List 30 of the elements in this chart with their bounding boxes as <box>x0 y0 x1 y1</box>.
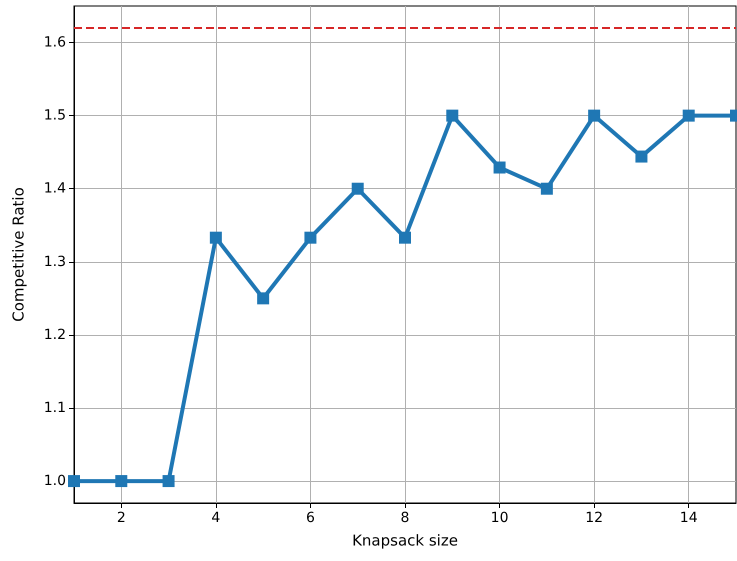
point <box>115 475 128 488</box>
x-tick-label: 10 <box>490 510 508 526</box>
y-tick-label: 1.1 <box>44 400 66 416</box>
x-tick-label: 12 <box>585 510 604 526</box>
point <box>162 475 175 488</box>
x-tick-label: 2 <box>116 510 126 526</box>
point <box>210 232 222 244</box>
point <box>588 110 600 122</box>
point <box>682 110 695 122</box>
x-tick-label: 4 <box>211 510 220 526</box>
point <box>399 232 411 244</box>
y-tick-label: 1.0 <box>44 473 66 490</box>
point <box>68 475 80 488</box>
point <box>540 182 553 195</box>
point <box>304 232 316 244</box>
point <box>257 292 270 304</box>
y-tick-label: 1.2 <box>44 326 66 343</box>
point <box>446 110 458 122</box>
point <box>352 182 364 195</box>
x-tick-label: 8 <box>400 510 410 526</box>
y-axis-title: Competitive Ratio <box>10 187 28 322</box>
y-tick-label: 1.5 <box>44 108 66 124</box>
x-tick-label: 6 <box>306 510 315 526</box>
x-tick-label: 14 <box>680 510 698 526</box>
x-axis-title: Knapsack size <box>352 532 458 550</box>
y-tick-label: 1.6 <box>44 34 66 51</box>
point <box>635 150 648 163</box>
y-tick-label: 1.3 <box>44 254 66 270</box>
point <box>494 162 506 174</box>
y-tick-label: 1.4 <box>44 180 66 197</box>
